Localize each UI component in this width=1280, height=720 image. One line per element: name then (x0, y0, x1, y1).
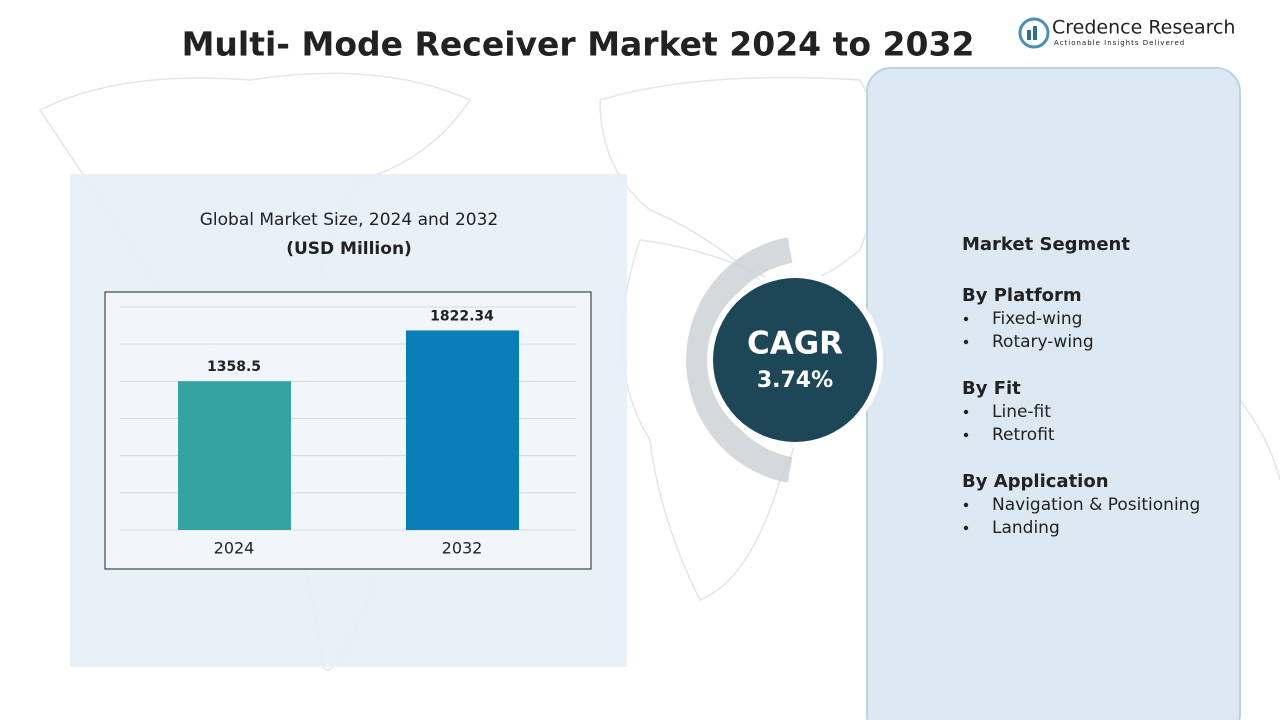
segment-group: By Application (962, 471, 1109, 492)
bullet (963, 339, 969, 345)
page-title: Multi- Mode Receiver Market 2024 to 2032 (182, 25, 975, 64)
segment-item: Navigation & Positioning (992, 495, 1200, 515)
logo-name: Credence Research (1052, 17, 1235, 39)
segment-group: By Platform (962, 285, 1082, 306)
segment-item: Fixed-wing (992, 309, 1082, 329)
cagr-value: 3.74% (757, 368, 833, 393)
bullet (963, 525, 969, 531)
logo-icon-bar (1033, 26, 1037, 40)
bullet (963, 502, 969, 508)
chart-title: Global Market Size, 2024 and 2032 (200, 210, 499, 230)
value-label: 1358.5 (207, 359, 261, 375)
cagr-ring (686, 237, 793, 483)
cagr-badge (713, 278, 877, 442)
logo: Credence Research Actionable Insights De… (1018, 17, 1235, 49)
chart-subtitle: (USD Million) (286, 239, 412, 259)
x-tick-label: 2024 (214, 539, 255, 558)
x-tick-label: 2032 (442, 539, 483, 558)
segment-panel (866, 67, 1241, 720)
logo-tagline: Actionable Insights Delivered (1054, 39, 1185, 47)
cagr-label: CAGR (747, 326, 843, 362)
segment-item: Landing (992, 518, 1060, 538)
bar (178, 381, 291, 530)
bar (406, 330, 519, 530)
segment-item: Rotary-wing (992, 332, 1094, 352)
logo-icon-bar (1027, 30, 1031, 40)
chart-panel (70, 174, 627, 667)
value-label: 1822.34 (430, 308, 494, 324)
segment-item: Line-fit (992, 402, 1051, 422)
segment-group: By Fit (962, 378, 1021, 399)
bullet (963, 316, 969, 322)
bullet (963, 409, 969, 415)
segment-title: Market Segment (962, 234, 1130, 255)
segment-list: By Platform Fixed-wing Rotary-wing By Fit Li… (962, 285, 1200, 538)
bars: 1358.5 2024 1822.34 2032 (178, 308, 519, 558)
segment-item: Retrofit (992, 425, 1055, 445)
logo-icon (1018, 17, 1050, 49)
bullet (963, 432, 969, 438)
